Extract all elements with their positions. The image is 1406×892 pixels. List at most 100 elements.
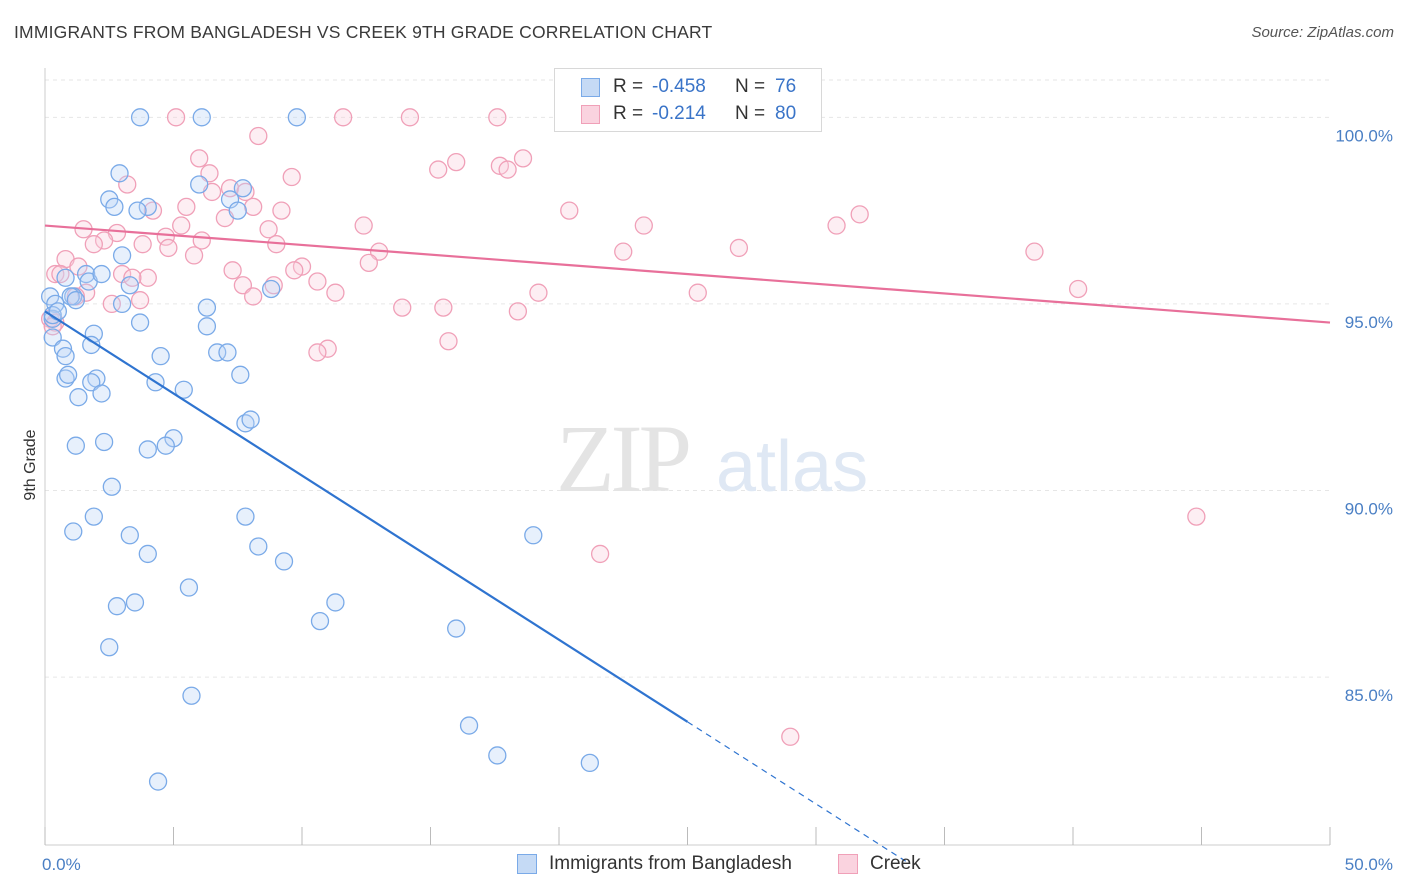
legend-r-value: -0.458 [652,76,706,97]
point-creek [827,216,846,235]
point-creek [84,235,103,254]
point-creek [156,227,175,246]
point-bangladesh [326,593,345,612]
point-creek [354,216,373,235]
point-creek [400,108,420,127]
point-bangladesh [179,578,199,597]
point-creek [102,294,121,314]
legend-n-value: 80 [775,103,797,124]
legend-swatch-bangladesh [581,78,600,97]
point-bangladesh [110,164,129,183]
point-bangladesh [112,246,132,265]
legend-row-bangladesh: R = -0.458 N = 76 [555,73,821,101]
point-creek [233,276,253,295]
point-creek [130,291,150,310]
trend-lines [44,224,1331,862]
point-bangladesh [236,507,255,526]
point-bangladesh [82,335,101,355]
point-creek [634,216,653,235]
data-points [40,108,1206,791]
point-bangladesh [64,522,83,541]
source-credit: Source: ZipAtlas.com [1251,24,1394,41]
point-creek [177,197,196,217]
point-creek [614,242,633,261]
point-bangladesh [148,772,168,791]
point-bangladesh [130,108,150,127]
point-creek [133,235,152,254]
point-bangladesh [287,108,307,127]
point-bangladesh [174,380,193,399]
point-bangladesh [190,175,209,194]
point-creek [282,167,301,187]
point-bangladesh [218,343,237,362]
point-bangladesh [92,384,111,403]
point-bangladesh [66,291,85,310]
point-creek [249,126,268,146]
point-creek [333,108,353,127]
point-bangladesh [524,526,543,545]
point-bangladesh [102,477,121,496]
point-creek [393,298,412,317]
point-bangladesh [128,201,147,220]
point-bangladesh [197,298,217,317]
point-creek [590,544,610,564]
point-bangladesh [56,268,75,287]
y-tick-label: 95.0% [1345,313,1393,332]
point-creek [1025,242,1044,261]
point-creek [223,261,242,280]
point-creek [850,205,869,224]
point-creek [729,238,749,258]
y-tick-label: 90.0% [1345,499,1393,518]
point-bangladesh [120,276,139,295]
point-creek [184,246,204,265]
point-creek [508,302,528,321]
point-bangladesh [310,611,330,631]
point-bangladesh [447,619,466,638]
point-bangladesh [92,264,111,284]
point-creek [272,201,291,220]
point-bangladesh [231,365,250,384]
legend-swatch-creek [581,105,600,124]
point-creek [429,160,448,179]
point-creek [285,261,304,280]
point-bangladesh [100,638,119,657]
point-bangladesh [459,716,479,735]
point-bangladesh [105,197,124,217]
point-creek [688,283,707,302]
point-creek [513,149,533,168]
series-label-creek: Creek [870,853,921,874]
point-creek [308,343,327,362]
point-bangladesh [112,294,132,314]
point-creek [138,268,157,287]
point-bangladesh [197,317,217,336]
point-creek [308,272,327,291]
watermark-zip: ZIP [556,405,689,512]
point-bangladesh [192,108,211,127]
point-bangladesh [151,346,170,366]
point-creek [1187,507,1206,526]
legend-r-label: R = [613,103,644,124]
point-creek [326,283,345,302]
point-bangladesh [156,436,175,455]
point-creek [166,108,186,127]
axes [44,68,1331,846]
point-creek [172,216,191,235]
point-bangladesh [138,197,157,217]
point-creek [560,201,579,220]
correlation-legend: R = -0.458 N = 76 R = -0.214 N = 80 [554,68,822,132]
point-creek [200,164,219,183]
point-creek [498,160,517,179]
legend-n-label: N = [735,103,766,124]
legend-n-value: 76 [775,76,797,97]
point-creek [159,238,178,258]
point-bangladesh [182,686,201,705]
point-creek [359,253,378,273]
point-creek [190,149,209,168]
point-bangladesh [138,544,157,564]
point-bangladesh [488,746,507,765]
point-bangladesh [125,593,145,612]
point-bangladesh [164,429,183,448]
point-creek [447,152,466,172]
series-swatch-creek [838,854,858,874]
